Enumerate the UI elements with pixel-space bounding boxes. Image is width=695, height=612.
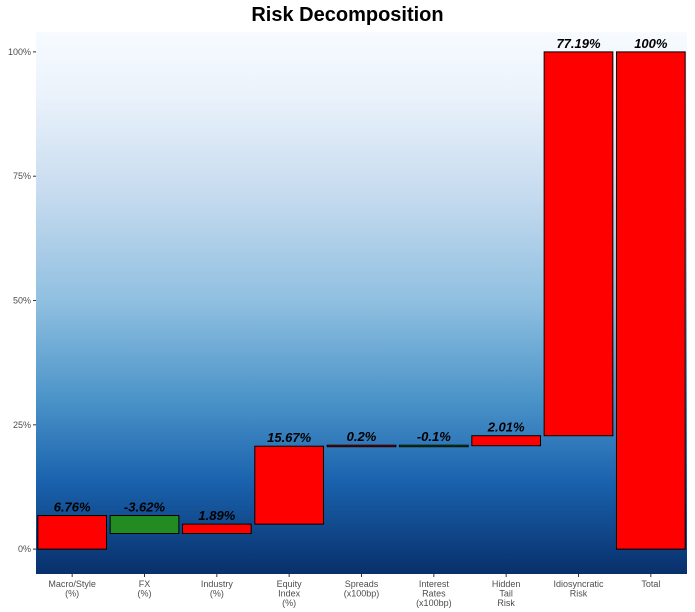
y-tick-label: 25%: [13, 420, 31, 430]
bar-value-label: -3.62%: [124, 500, 166, 515]
x-tick-label: Total: [641, 579, 660, 589]
bar: [471, 435, 542, 447]
y-tick-label: 50%: [13, 296, 31, 306]
bar-value-label: 15.67%: [267, 430, 312, 445]
bar: [326, 444, 397, 448]
bar: [109, 515, 180, 535]
x-tick-label: (%): [282, 598, 296, 608]
x-tick-label: Risk: [497, 598, 515, 608]
bar-value-label: 6.76%: [54, 500, 91, 515]
y-tick-label: 100%: [8, 47, 31, 57]
x-tick-label: (%): [210, 589, 224, 599]
x-tick-label: Index: [278, 589, 301, 599]
bar: [181, 523, 252, 535]
x-tick-label: (x100bp): [344, 589, 380, 599]
x-tick-label: Idiosyncratic: [553, 579, 604, 589]
bar: [37, 515, 108, 550]
x-tick-label: (%): [138, 589, 152, 599]
x-tick-label: Risk: [570, 589, 588, 599]
x-tick-label: Equity: [277, 579, 303, 589]
bar: [543, 51, 614, 437]
bar-series: [37, 51, 686, 550]
bar: [254, 445, 325, 525]
y-tick-label: 0%: [18, 544, 31, 554]
y-tick-label: 75%: [13, 171, 31, 181]
bar: [398, 444, 469, 448]
bar-value-label: 77.19%: [556, 36, 601, 51]
x-tick-label: Industry: [201, 579, 234, 589]
chart-title: Risk Decomposition: [251, 4, 444, 26]
x-tick-label: Macro/Style: [48, 579, 96, 589]
x-tick-label: Interest: [419, 579, 450, 589]
x-tick-label: Tail: [499, 589, 513, 599]
bar-value-label: 0.2%: [347, 429, 377, 444]
bar-value-label: -0.1%: [417, 429, 451, 444]
x-tick-label: Rates: [422, 589, 446, 599]
bar-value-label: 1.89%: [198, 508, 235, 523]
x-axis: Macro/Style(%)FX(%)Industry(%)EquityInde…: [48, 574, 660, 608]
x-tick-label: (%): [65, 589, 79, 599]
bar-value-label: 100%: [634, 36, 668, 51]
x-tick-label: FX: [139, 579, 151, 589]
bar-value-label: 2.01%: [487, 420, 525, 435]
x-tick-label: Hidden: [492, 579, 521, 589]
x-tick-label: Spreads: [345, 579, 379, 589]
x-tick-label: (x100bp): [416, 598, 452, 608]
bar: [615, 51, 686, 550]
y-axis: 0% 25% 50% 75% 100%: [8, 47, 36, 554]
value-labels: 6.76% -3.62% 1.89% 15.67% 0.2% -0.1% 2.01% 77.1…: [54, 36, 668, 523]
